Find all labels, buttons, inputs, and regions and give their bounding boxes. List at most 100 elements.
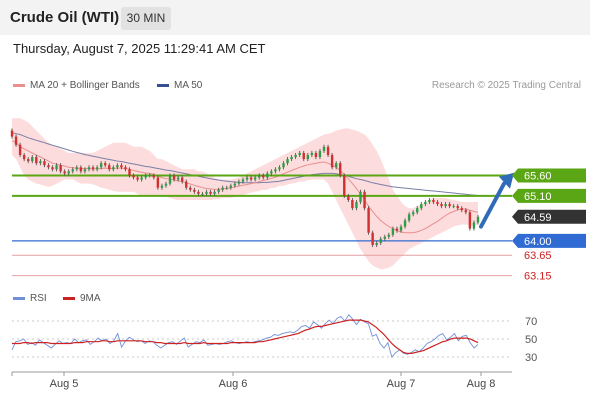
- candle-67: [282, 161, 285, 170]
- candle-body-83: [347, 195, 350, 200]
- candle-body-57: [241, 179, 245, 182]
- level-value-0: 65.60: [524, 170, 552, 182]
- candle-68: [286, 157, 289, 166]
- candle-52: [221, 185, 224, 192]
- candle-30: [132, 173, 135, 180]
- candle-body-45: [193, 189, 196, 192]
- candle-body-109: [452, 206, 455, 208]
- candle-29: [128, 167, 131, 178]
- candle-body-110: [456, 206, 459, 209]
- candle-83: [347, 193, 350, 203]
- candle-body-30: [132, 175, 135, 178]
- bollinger-band-area: [12, 118, 478, 270]
- candle-body-75: [314, 152, 318, 158]
- candle-body-47: [201, 193, 204, 195]
- candle-body-53: [225, 187, 228, 189]
- candle-112: [464, 208, 468, 215]
- candle-body-12: [59, 165, 62, 172]
- candle-74: [310, 150, 314, 158]
- candle-44: [189, 185, 192, 192]
- candle-body-43: [185, 181, 188, 188]
- candle-16: [75, 165, 79, 172]
- ma50-line: [11, 132, 479, 196]
- candle-53: [225, 185, 228, 190]
- candle-body-69: [290, 157, 293, 160]
- candle-body-67: [282, 163, 285, 168]
- candle-70: [294, 152, 297, 160]
- instrument-title: Crude Oil (WTI): [10, 9, 120, 26]
- candle-75: [314, 150, 318, 160]
- candle-body-85: [355, 202, 358, 209]
- candle-42: [180, 175, 184, 184]
- candle-19: [87, 165, 91, 172]
- candle-body-16: [75, 167, 79, 170]
- candle-body-15: [71, 169, 74, 172]
- candle-114: [472, 220, 476, 231]
- candle-3: [22, 152, 26, 162]
- candle-73: [306, 152, 310, 162]
- level-label-5: 63.15: [524, 271, 552, 283]
- candle-0: [10, 128, 14, 139]
- candle-6: [35, 155, 38, 166]
- time-tick-label-1: Aug 6: [219, 378, 248, 390]
- candle-28: [124, 165, 127, 172]
- legend-ma20: MA 20 + Bollinger Bands: [13, 80, 140, 91]
- candle-body-73: [306, 155, 310, 160]
- candle-body-35: [152, 175, 156, 178]
- candle-body-4: [27, 159, 30, 162]
- candle-body-14: [67, 171, 70, 174]
- candle-body-8: [43, 161, 46, 166]
- candle-body-114: [472, 222, 476, 229]
- candle-body-82: [343, 175, 346, 196]
- candle-66: [278, 165, 281, 172]
- candle-body-72: [302, 152, 305, 160]
- candle-body-86: [359, 191, 362, 203]
- rsi-panel: 70 50 30: [11, 313, 537, 364]
- candle-body-17: [79, 167, 83, 172]
- candle-body-5: [31, 157, 34, 162]
- level-label-3: 64.00: [512, 233, 586, 248]
- candle-body-104: [432, 200, 435, 203]
- candle-body-25: [112, 167, 115, 170]
- candle-body-77: [322, 146, 326, 151]
- candle-41: [176, 175, 180, 182]
- candle-body-34: [148, 175, 151, 177]
- candle-body-113: [468, 212, 472, 229]
- candle-body-38: [164, 183, 168, 186]
- level-labels: 65.60 65.10 64.59 64.00 63.65 63.15: [512, 168, 586, 283]
- candle-48: [205, 189, 208, 196]
- candle-90: [375, 240, 378, 248]
- candle-body-13: [63, 171, 66, 174]
- candle-body-91: [379, 238, 382, 243]
- candle-56: [237, 179, 241, 186]
- level-label-4: 63.65: [524, 250, 552, 262]
- interval-button[interactable]: 30 MIN: [121, 7, 171, 30]
- legend-ma50: MA 50: [157, 80, 202, 91]
- rsi-series-9ma: [12, 319, 479, 354]
- candle-body-78: [326, 146, 330, 155]
- candle-body-74: [310, 152, 314, 155]
- level-label-2: 64.59: [512, 209, 586, 224]
- candle-23: [103, 161, 107, 168]
- candle-body-107: [444, 204, 447, 207]
- level-value-5: 63.15: [524, 271, 552, 283]
- candle-78: [326, 144, 330, 158]
- candle-body-93: [387, 234, 391, 237]
- candle-body-18: [83, 169, 87, 172]
- candle-body-7: [39, 161, 42, 164]
- candle-79: [330, 152, 334, 170]
- candle-body-58: [245, 177, 249, 180]
- candle-115: [476, 214, 480, 225]
- candle-51: [217, 187, 220, 194]
- timestamp: Thursday, August 7, 2025 11:29:41 AM CET: [13, 41, 266, 56]
- candle-98: [407, 212, 411, 223]
- candle-body-95: [395, 228, 399, 231]
- candle-43: [185, 179, 188, 190]
- level-label-0: 65.60: [512, 168, 586, 183]
- candle-body-41: [176, 177, 180, 180]
- legend-rsi: RSI: [13, 293, 47, 304]
- rsi-tick-0: 70: [525, 316, 537, 328]
- candle-32: [140, 175, 143, 182]
- candle-25: [112, 165, 115, 172]
- candle-99: [411, 210, 415, 217]
